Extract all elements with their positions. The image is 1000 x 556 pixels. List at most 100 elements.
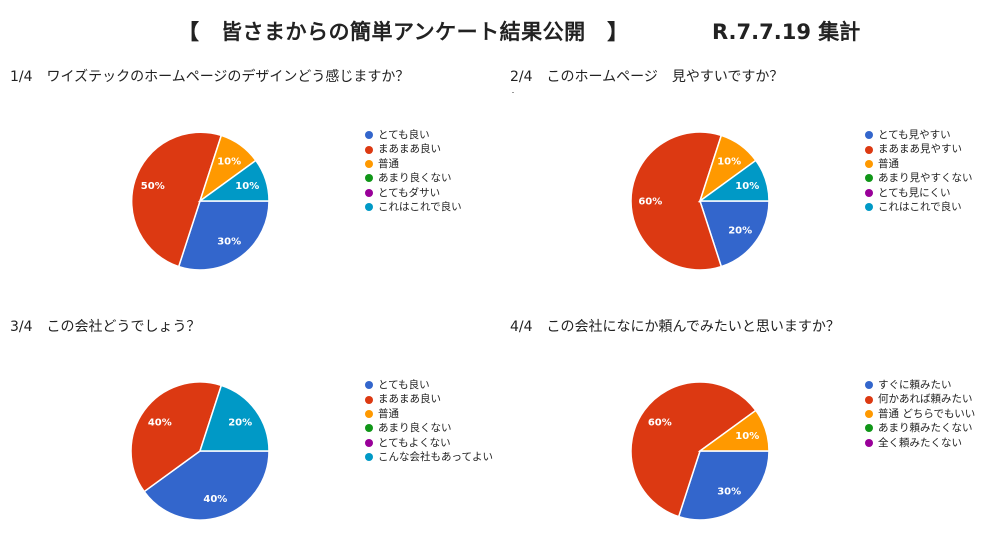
stray-mark — [512, 92, 514, 93]
pie-slice-1 — [698, 200, 770, 268]
legend-color-dot — [865, 409, 873, 418]
pie-slice-6 — [198, 384, 270, 452]
pie-chart-4: 30% 60% 10% — [630, 381, 770, 521]
legend-label: まあまあ良い — [378, 393, 441, 406]
pie-slice-2 — [130, 381, 223, 493]
legend-label: 普通 どちらでもいい — [878, 407, 976, 420]
slice-label-2: 40% — [148, 417, 172, 428]
slice-label-1: 40% — [203, 494, 227, 505]
legend-color-dot — [365, 381, 373, 390]
legend-item: まあまあ見やすい — [865, 142, 973, 156]
legend-item: まあまあ良い — [365, 392, 493, 406]
legend-label: とても良い — [378, 129, 430, 141]
chart-panel-2: 2/4 このホームページ 見やすいですか？ 20% 60% 10% 10% とても見や… — [510, 66, 1000, 306]
pie-slice-1 — [677, 450, 770, 521]
legend-label: とてもよくない — [378, 436, 451, 449]
tally-date: R.7.7.19 集計 — [712, 20, 861, 44]
legend-item: とても見やすい — [865, 128, 973, 142]
legend-item: 普通 どちらでもいい — [865, 407, 975, 421]
legend-3: とても良いまあまあ良い 普通あまり良くない とてもよくない こんな会社もあってよい — [365, 378, 493, 464]
slice-label-1: 30% — [717, 487, 741, 498]
legend-item: 何かあれば頼みたい — [865, 392, 975, 406]
slice-label-3: 10% — [735, 431, 759, 442]
legend-label: とても見にくい — [878, 186, 951, 199]
legend-item: まあまあ良い — [365, 142, 462, 156]
legend-item: とてもよくない — [365, 436, 493, 450]
pie-slice-1 — [177, 200, 270, 271]
legend-label: 普通 — [878, 157, 899, 170]
pie-slice-2 — [630, 131, 723, 271]
legend-label: これはこれで良い — [878, 200, 962, 213]
legend-label: まあまあ見やすい — [878, 143, 962, 156]
slice-label-1: 30% — [217, 237, 241, 248]
pie-chart-1: 30% 50% 10% 10% — [130, 131, 270, 271]
legend-label: あまり良くない — [378, 422, 452, 435]
legend-item: これはこれで良い — [365, 200, 462, 214]
slice-label-3: 10% — [217, 156, 241, 167]
question-2-title: 2/4 このホームページ 見やすいですか？ — [510, 69, 784, 85]
slice-label-1: 20% — [728, 226, 752, 237]
slice-label-6: 20% — [228, 417, 252, 428]
legend-item: あまり見やすくない — [865, 171, 973, 185]
legend-color-dot — [865, 174, 873, 183]
legend-label: 普通 — [378, 407, 399, 420]
legend-item: これはこれで良い — [865, 200, 973, 214]
legend-label: まあまあ良い — [378, 143, 441, 156]
legend-color-dot — [865, 438, 873, 447]
legend-item: 全く頼みたくない — [865, 436, 975, 450]
legend-color-dot — [865, 395, 873, 404]
legend-color-dot — [865, 145, 873, 154]
pie-slice-2 — [130, 131, 223, 268]
legend-color-dot — [865, 159, 873, 168]
slice-label-6: 10% — [735, 181, 759, 192]
legend-label: 全く頼みたくない — [878, 436, 962, 449]
legend-item: こんな会社もあってよい — [365, 450, 493, 464]
legend-label: とても見やすい — [878, 129, 951, 141]
legend-color-dot — [365, 188, 373, 197]
legend-color-dot — [865, 203, 873, 212]
legend-label: とても良い — [378, 379, 430, 391]
chart-panel-4: 4/4 この会社になにか頼んでみたいと思いますか？ 30% 60% 10% すぐに頼… — [510, 316, 1000, 556]
legend-label: すぐに頼みたい — [878, 379, 952, 391]
legend-color-dot — [365, 409, 373, 418]
question-3-title: 3/4 この会社どうでしょう？ — [10, 319, 201, 335]
slice-label-2: 60% — [638, 197, 662, 208]
legend-4: すぐに頼みたい何かあれば頼みたい 普通 どちらでもいい あまり頼みたくない 全く頼みた… — [865, 378, 975, 450]
legend-1: とても良いまあまあ良い 普通あまり良くない とてもダサい これはこれで良い — [365, 128, 462, 214]
legend-label: 何かあれば頼みたい — [878, 393, 973, 406]
pie-slice-1 — [143, 450, 270, 521]
page-title: 【 皆さまからの簡単アンケート結果公開 】 — [178, 20, 629, 44]
header: 【 皆さまからの簡単アンケート結果公開 】 R.7.7.19 集計 — [0, 16, 1000, 52]
legend-item: 普通 — [865, 157, 973, 171]
slice-label-3: 10% — [717, 156, 741, 167]
legend-item: あまり良くない — [365, 421, 493, 435]
legend-color-dot — [365, 145, 373, 154]
legend-label: とてもダサい — [378, 186, 441, 199]
legend-color-dot — [865, 131, 873, 140]
legend-label: あまり良くない — [378, 172, 452, 185]
legend-item: とても良い — [365, 128, 462, 142]
slice-label-2: 60% — [648, 417, 672, 428]
slice-label-6: 10% — [235, 181, 259, 192]
legend-color-dot — [365, 395, 373, 404]
question-4-title: 4/4 この会社になにか頼んでみたいと思いますか？ — [510, 319, 840, 335]
pie-chart-2: 20% 60% 10% 10% — [630, 131, 770, 271]
legend-item: 普通 — [365, 157, 462, 171]
legend-color-dot — [865, 188, 873, 197]
legend-color-dot — [365, 159, 373, 168]
chart-panel-1: 1/4 ワイズテックのホームページのデザインどう感じますか？ 30% 50% 10%… — [10, 66, 500, 306]
legend-item: とても見にくい — [865, 186, 973, 200]
legend-label: 普通 — [378, 157, 399, 170]
pie-slice-6 — [197, 159, 270, 202]
pie-chart-3: 40% 40% 20% — [130, 381, 270, 521]
legend-item: とてもダサい — [365, 186, 462, 200]
pie-slice-2 — [630, 381, 757, 518]
question-1-title: 1/4 ワイズテックのホームページのデザインどう感じますか？ — [10, 69, 410, 85]
legend-color-dot — [365, 438, 373, 447]
slice-label-2: 50% — [141, 181, 165, 192]
legend-color-dot — [365, 174, 373, 183]
pie-slice-3 — [697, 409, 770, 452]
legend-item: あまり頼みたくない — [865, 421, 975, 435]
legend-label: あまり頼みたくない — [878, 422, 973, 435]
legend-item: あまり良くない — [365, 171, 462, 185]
